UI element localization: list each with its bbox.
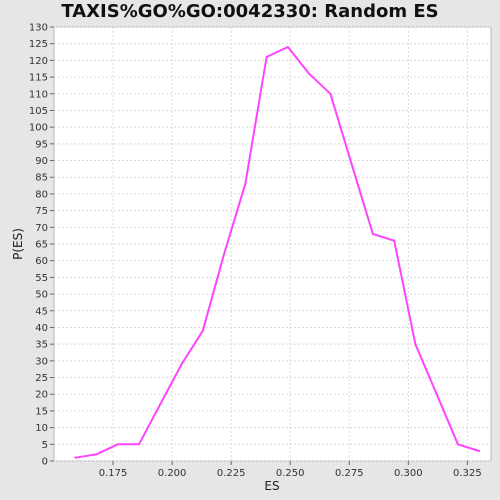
x-tick-label: 0.175 xyxy=(99,468,128,479)
y-tick-label: 30 xyxy=(35,356,48,367)
y-axis-label: P(ES) xyxy=(11,228,25,260)
y-tick-label: 125 xyxy=(29,39,48,50)
x-tick-label: 0.300 xyxy=(394,468,423,479)
y-tick-label: 115 xyxy=(29,73,48,84)
y-tick-label: 95 xyxy=(35,139,48,150)
y-tick-label: 100 xyxy=(29,123,48,134)
grid-lines xyxy=(54,26,491,462)
y-tick-label: 45 xyxy=(35,306,48,317)
y-tick-label: 70 xyxy=(35,223,48,234)
y-tick-label: 130 xyxy=(29,23,48,34)
data-point xyxy=(265,56,268,59)
series-line xyxy=(75,46,480,459)
data-point xyxy=(116,443,119,446)
data-point xyxy=(308,72,311,75)
y-axis: 0 5 10 15 20 25 30 35 40 45 50 55 60 65 70 75 80 85 90 95 10… xyxy=(29,23,54,468)
data-point xyxy=(350,162,353,165)
x-tick-label: 0.200 xyxy=(158,468,187,479)
data-point xyxy=(329,92,332,95)
x-tick-label: 0.275 xyxy=(335,468,364,479)
y-tick-label: 5 xyxy=(42,440,48,451)
y-tick-label: 85 xyxy=(35,173,48,184)
y-tick-label: 40 xyxy=(35,323,48,334)
y-tick-label: 110 xyxy=(29,89,48,100)
data-point xyxy=(223,253,226,256)
y-tick-label: 15 xyxy=(35,406,48,417)
y-tick-label: 10 xyxy=(35,423,48,434)
data-point xyxy=(456,443,459,446)
x-tick-label: 0.225 xyxy=(217,468,246,479)
data-point xyxy=(371,232,374,235)
data-point xyxy=(74,456,77,459)
data-point xyxy=(201,329,204,332)
data-point xyxy=(393,239,396,242)
y-tick-label: 20 xyxy=(35,390,48,401)
data-point xyxy=(478,449,481,452)
x-axis-label: ES xyxy=(264,479,279,493)
data-point xyxy=(286,46,289,49)
y-tick-label: 65 xyxy=(35,240,48,251)
y-tick-label: 105 xyxy=(29,106,48,117)
data-point xyxy=(180,363,183,366)
series-layer xyxy=(74,46,481,459)
data-point xyxy=(95,453,98,456)
data-point xyxy=(414,343,417,346)
y-tick-label: 0 xyxy=(42,457,48,468)
y-tick-label: 75 xyxy=(35,206,48,217)
x-tick-label: 0.250 xyxy=(276,468,305,479)
data-point xyxy=(435,393,438,396)
y-tick-label: 60 xyxy=(35,256,48,267)
y-tick-label: 25 xyxy=(35,373,48,384)
y-tick-label: 80 xyxy=(35,189,48,200)
x-tick-label: 0.325 xyxy=(453,468,482,479)
data-point xyxy=(138,443,141,446)
y-tick-label: 55 xyxy=(35,273,48,284)
y-tick-label: 90 xyxy=(35,156,48,167)
data-point xyxy=(159,403,162,406)
y-tick-label: 120 xyxy=(29,56,48,67)
y-tick-label: 50 xyxy=(35,290,48,301)
y-tick-label: 35 xyxy=(35,340,48,351)
data-point xyxy=(244,182,247,185)
x-axis: 0.175 0.200 0.225 0.250 0.275 0.300 0.325 xyxy=(99,461,482,479)
